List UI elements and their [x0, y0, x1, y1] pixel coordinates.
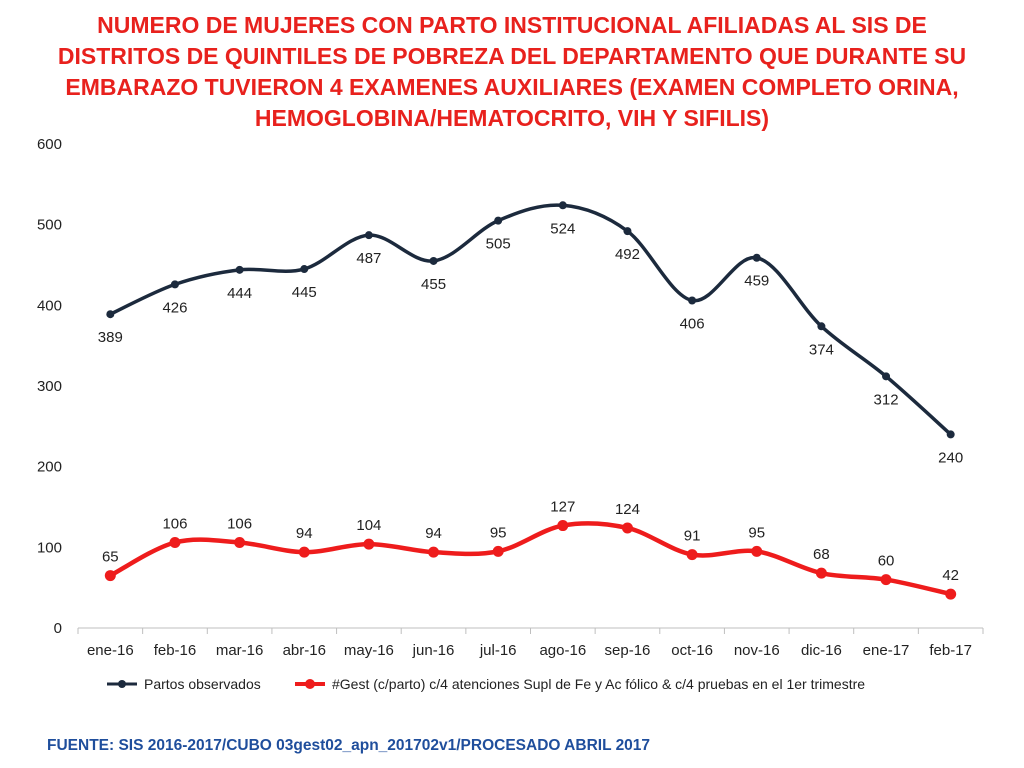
data-label: 389	[98, 329, 123, 346]
data-label: 106	[162, 515, 187, 532]
x-tick-label: ene-17	[863, 642, 910, 659]
y-tick-label: 200	[37, 459, 62, 476]
data-point	[751, 545, 763, 557]
data-point	[106, 310, 115, 319]
series-line	[108, 521, 953, 597]
data-point	[817, 322, 826, 331]
data-label: 68	[813, 546, 830, 563]
line-chart: ene-16 feb-16 mar-16 abr-16 may-16 jun-16 jul-…	[37, 136, 984, 692]
y-tick-label: 100	[37, 539, 62, 556]
legend-marker	[305, 679, 315, 689]
data-label: 426	[162, 299, 187, 316]
data-label: 106	[227, 515, 252, 532]
x-tick-label: jul-16	[479, 642, 517, 659]
data-point	[492, 545, 504, 557]
data-label: 60	[878, 553, 895, 570]
x-tick-label: oct-16	[671, 642, 713, 659]
x-tick-label: jun-16	[412, 642, 455, 659]
data-label: 445	[292, 284, 317, 301]
legend-item-2: #Gest (c/parto) c/4 atenciones Supl de F…	[295, 676, 865, 692]
x-tick-label: feb-16	[154, 642, 197, 659]
data-point	[882, 372, 891, 381]
data-point	[364, 231, 373, 240]
data-point	[170, 280, 179, 289]
data-point	[298, 546, 310, 558]
legend: Partos observados #Gest (c/parto) c/4 ate…	[107, 676, 865, 692]
data-point	[815, 567, 827, 579]
data-label: 94	[296, 525, 313, 542]
legend-marker	[118, 680, 126, 688]
x-tick-label: feb-17	[929, 642, 972, 659]
data-point	[300, 265, 309, 274]
data-label: 492	[615, 246, 640, 263]
data-label: 95	[490, 524, 507, 541]
series-1: 389 426 444 445 487 455 505 524 492 406 459 374 312 2…	[98, 201, 963, 466]
source-note: FUENTE: SIS 2016-2017/CUBO 03gest02_apn_…	[47, 737, 651, 754]
y-tick-label: 400	[37, 297, 62, 314]
x-tick-label: dic-16	[801, 642, 842, 659]
data-point	[623, 227, 632, 236]
data-point	[752, 253, 761, 262]
legend-item-1: Partos observados	[107, 676, 261, 692]
data-label: 104	[356, 517, 381, 534]
data-point	[686, 549, 698, 561]
legend-label: Partos observados	[144, 676, 261, 692]
data-point	[363, 538, 375, 550]
data-label: 524	[550, 220, 575, 237]
data-point	[558, 201, 567, 210]
data-point	[104, 570, 116, 582]
data-label: 65	[102, 549, 119, 566]
data-label: 42	[942, 567, 959, 584]
data-label: 95	[748, 524, 765, 541]
y-tick-label: 600	[37, 136, 62, 153]
data-point	[557, 520, 569, 532]
data-point	[494, 216, 503, 225]
data-label: 505	[486, 236, 511, 253]
series-2: 65 106 106 94 104 94 95 127 124 91 95 68 60 42	[102, 499, 959, 600]
data-label: 406	[680, 315, 705, 332]
y-tick-label: 300	[37, 378, 62, 395]
data-label: 127	[550, 499, 575, 516]
data-label: 444	[227, 285, 252, 302]
data-label: 240	[938, 449, 963, 466]
y-tick-label: 500	[37, 217, 62, 234]
chart-title: NUMERO DE MUJERES CON PARTO INSTITUCIONA…	[57, 12, 967, 131]
data-point	[621, 522, 633, 534]
data-point	[169, 536, 181, 548]
data-label: 94	[425, 525, 442, 542]
x-tick-label: ago-16	[539, 642, 586, 659]
axes: ene-16 feb-16 mar-16 abr-16 may-16 jun-16 jul-…	[37, 136, 984, 659]
legend-label: #Gest (c/parto) c/4 atenciones Supl de F…	[332, 676, 865, 692]
x-tick-label: nov-16	[734, 642, 780, 659]
data-label: 459	[744, 273, 769, 290]
x-tick-label: abr-16	[283, 642, 326, 659]
x-tick-label: may-16	[344, 642, 394, 659]
data-point	[946, 430, 955, 439]
x-tick-label: sep-16	[605, 642, 651, 659]
data-label: 374	[809, 341, 834, 358]
x-tick-label: mar-16	[216, 642, 264, 659]
data-label: 455	[421, 276, 446, 293]
data-label: 312	[874, 391, 899, 408]
data-point	[880, 574, 892, 586]
y-tick-label: 0	[54, 620, 62, 637]
series-line	[108, 203, 953, 437]
data-label: 487	[356, 250, 381, 267]
data-label: 91	[684, 528, 701, 545]
data-point	[945, 588, 957, 600]
data-point	[429, 256, 438, 265]
data-label: 124	[615, 501, 640, 518]
data-point	[235, 265, 244, 274]
data-point	[428, 546, 440, 558]
data-point	[688, 296, 697, 305]
series-layer: 389 426 444 445 487 455 505 524 492 406 459 374 312 2…	[98, 201, 963, 600]
x-tick-label: ene-16	[87, 642, 134, 659]
data-point	[234, 536, 246, 548]
